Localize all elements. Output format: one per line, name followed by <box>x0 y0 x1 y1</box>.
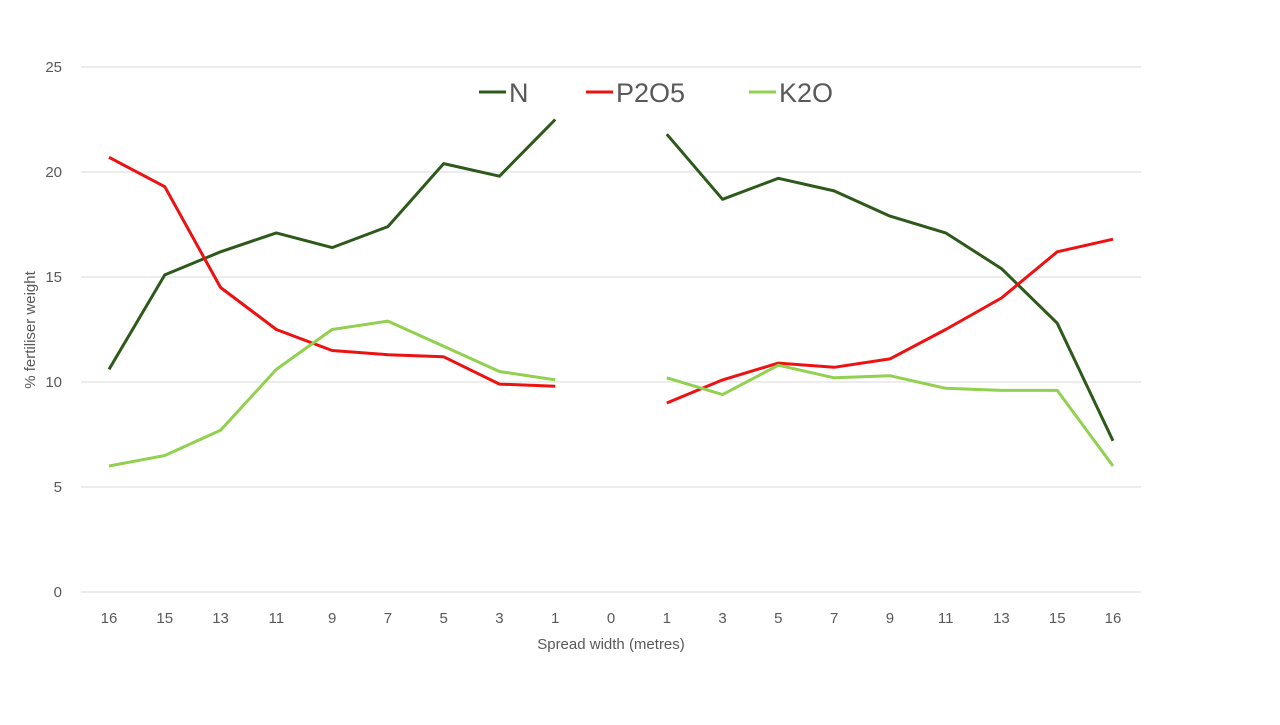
legend-label-n: N <box>509 78 529 108</box>
x-tick-label: 3 <box>718 610 726 627</box>
legend-label-p2o5: P2O5 <box>616 78 685 108</box>
x-tick-label: 15 <box>1049 610 1066 627</box>
x-tick-label: 0 <box>607 610 615 627</box>
y-tick-label: 15 <box>45 269 62 286</box>
x-tick-label: 1 <box>663 610 671 627</box>
legend-label-k2o: K2O <box>779 78 833 108</box>
x-tick-label: 5 <box>774 610 782 627</box>
y-tick-label: 20 <box>45 164 62 181</box>
y-axis-ticks: 0 5 10 15 20 25 <box>45 59 62 601</box>
x-tick-label: 3 <box>495 610 503 627</box>
x-tick-label: 7 <box>384 610 392 627</box>
series-line-k2o <box>108 319 556 468</box>
y-axis-label: % fertiliser weight <box>22 270 39 388</box>
y-tick-label: 10 <box>45 374 62 391</box>
y-tick-label: 0 <box>54 584 62 601</box>
x-tick-label: 13 <box>212 610 229 627</box>
x-tick-label: 16 <box>101 610 118 627</box>
x-tick-label: 13 <box>993 610 1010 627</box>
x-tick-label: 9 <box>886 610 894 627</box>
y-tick-label: 5 <box>54 479 62 496</box>
x-axis-label: Spread width (metres) <box>537 636 685 653</box>
series-line-k2o <box>666 363 1115 467</box>
series-lines <box>107 118 1115 468</box>
series-line-p2o5 <box>108 155 556 388</box>
legend: N P2O5 K2O <box>479 78 833 108</box>
x-tick-label: 16 <box>1105 610 1122 627</box>
x-tick-label: 11 <box>269 610 285 627</box>
series-line-n <box>107 118 557 371</box>
gridlines <box>81 66 1141 593</box>
x-tick-label: 7 <box>830 610 838 627</box>
x-tick-label: 1 <box>551 610 559 627</box>
x-tick-label: 5 <box>439 610 447 627</box>
y-tick-label: 25 <box>45 59 62 76</box>
x-tick-label: 15 <box>156 610 173 627</box>
x-axis-ticks: 16 15 13 11 9 7 5 3 1 0 1 3 5 7 9 11 13 15 16 <box>101 610 1122 627</box>
x-tick-label: 11 <box>938 610 954 627</box>
x-tick-label: 9 <box>328 610 336 627</box>
series-line-p2o5 <box>666 237 1114 405</box>
series-line-n <box>665 133 1115 442</box>
